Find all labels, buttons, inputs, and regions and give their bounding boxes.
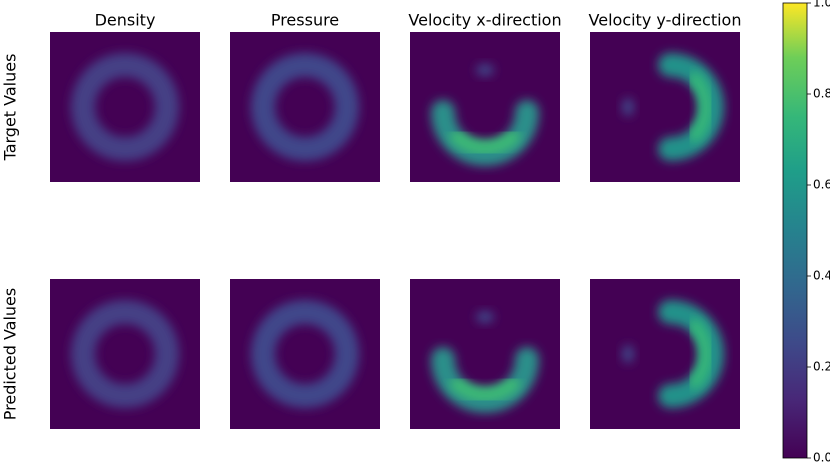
colorbar [782, 2, 808, 459]
column-title: Density [95, 11, 156, 30]
field-blob [622, 98, 634, 116]
field-blob [622, 345, 634, 363]
row-label: Predicted Values [1, 288, 20, 420]
colorbar-tick-label: 1.0 [813, 0, 830, 10]
column-title: Pressure [271, 11, 339, 30]
heatmap-panel [50, 279, 200, 429]
field-blob [476, 311, 494, 323]
field-ring [251, 53, 359, 161]
field-arc-core [450, 377, 520, 402]
heatmap-panel [230, 279, 380, 429]
colorbar-tick-label: 0.0 [813, 451, 830, 464]
heatmap-panel [410, 32, 560, 182]
colorbar-tick-label: 0.2 [813, 360, 830, 374]
field-ring [71, 300, 179, 408]
field-arc-core [450, 130, 520, 155]
field-arc-core [688, 319, 713, 389]
heatmap-panel [590, 32, 740, 182]
field-blob [476, 64, 494, 76]
column-title: Velocity y-direction [589, 11, 742, 30]
field-arc-core [688, 72, 713, 142]
heatmap-panel [590, 279, 740, 429]
heatmap-panel [50, 32, 200, 182]
heatmap-panel [410, 279, 560, 429]
field-ring [71, 53, 179, 161]
heatmap-panel [230, 32, 380, 182]
field-ring [251, 300, 359, 408]
column-title: Velocity x-direction [408, 11, 561, 30]
row-label: Target Values [1, 54, 20, 162]
colorbar-tick-label: 0.4 [813, 269, 830, 283]
colorbar-tick-label: 0.6 [813, 178, 830, 192]
colorbar-tick-label: 0.8 [813, 87, 830, 101]
